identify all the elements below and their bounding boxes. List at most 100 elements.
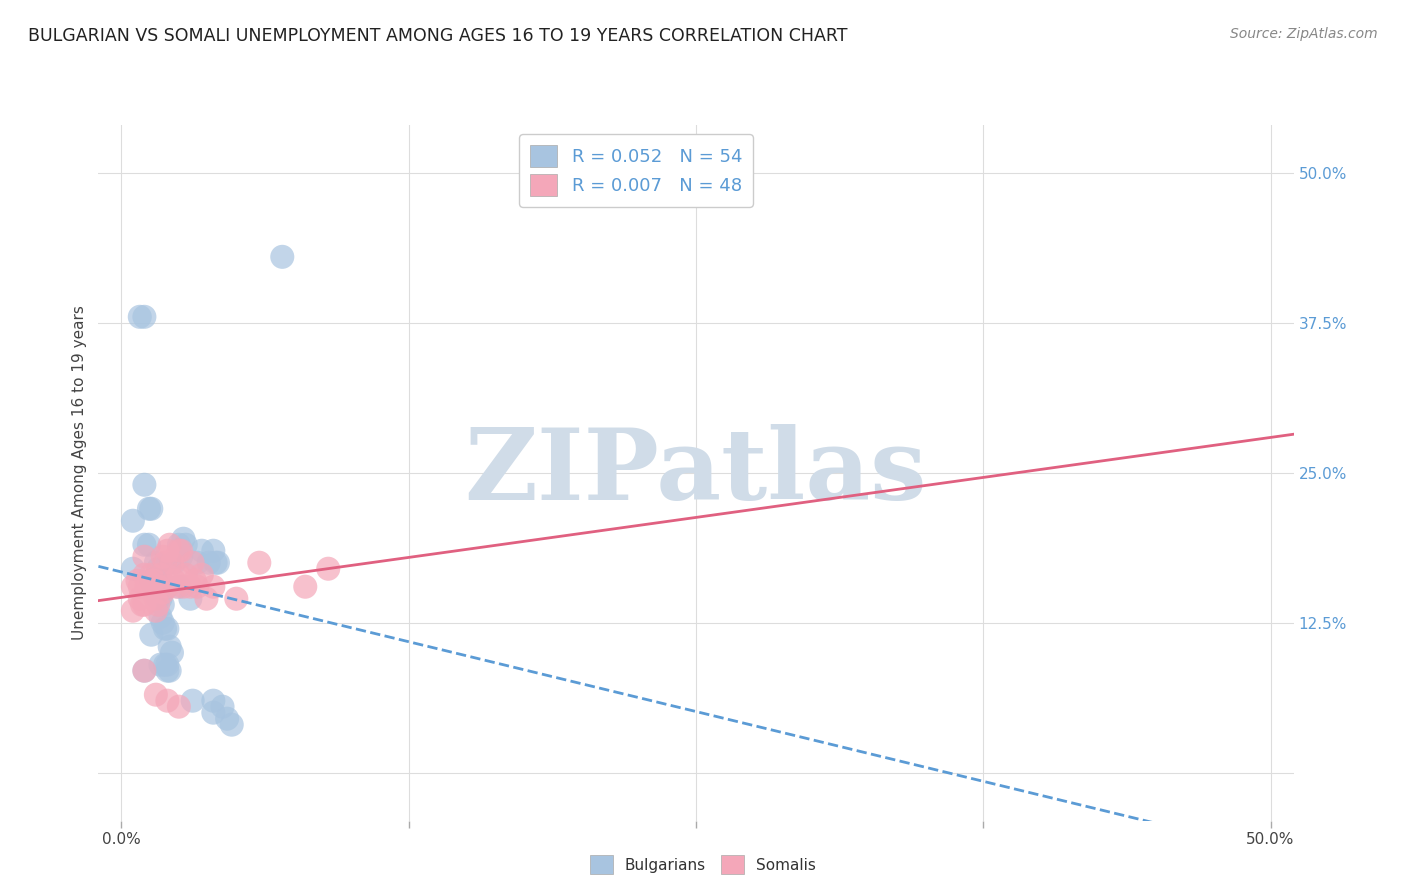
- Point: [179, 591, 201, 606]
- Point: [156, 694, 179, 708]
- Point: [167, 580, 190, 594]
- Point: [195, 591, 218, 606]
- Point: [149, 657, 172, 672]
- Point: [141, 628, 163, 642]
- Point: [160, 646, 183, 660]
- Point: [152, 598, 174, 612]
- Point: [148, 591, 170, 606]
- Text: Source: ZipAtlas.com: Source: ZipAtlas.com: [1230, 27, 1378, 41]
- Point: [202, 706, 225, 720]
- Point: [134, 567, 156, 582]
- Text: ZIPatlas: ZIPatlas: [465, 425, 927, 521]
- Point: [148, 598, 170, 612]
- Point: [247, 556, 270, 570]
- Point: [186, 556, 208, 570]
- Point: [148, 562, 170, 576]
- Point: [225, 591, 247, 606]
- Point: [138, 574, 160, 588]
- Point: [211, 699, 233, 714]
- Point: [167, 567, 190, 582]
- Point: [149, 567, 172, 582]
- Point: [128, 310, 150, 324]
- Point: [167, 538, 190, 552]
- Point: [149, 609, 172, 624]
- Point: [181, 556, 204, 570]
- Point: [134, 538, 156, 552]
- Point: [153, 622, 176, 636]
- Point: [186, 580, 208, 594]
- Point: [207, 556, 229, 570]
- Legend: R = 0.052   N = 54, R = 0.007   N = 48: R = 0.052 N = 54, R = 0.007 N = 48: [519, 134, 754, 207]
- Point: [134, 664, 156, 678]
- Point: [145, 580, 167, 594]
- Point: [156, 543, 179, 558]
- Point: [152, 549, 174, 564]
- Point: [167, 543, 190, 558]
- Point: [134, 477, 156, 491]
- Point: [153, 657, 176, 672]
- Point: [166, 580, 188, 594]
- Point: [163, 556, 186, 570]
- Point: [217, 712, 239, 726]
- Point: [316, 562, 339, 576]
- Point: [134, 598, 156, 612]
- Point: [128, 591, 150, 606]
- Point: [122, 580, 145, 594]
- Point: [191, 543, 214, 558]
- Point: [152, 615, 174, 630]
- Point: [184, 574, 207, 588]
- Point: [221, 717, 243, 731]
- Point: [145, 591, 167, 606]
- Point: [128, 580, 150, 594]
- Point: [145, 574, 167, 588]
- Point: [122, 604, 145, 618]
- Point: [156, 580, 179, 594]
- Point: [181, 694, 204, 708]
- Point: [174, 567, 197, 582]
- Point: [152, 580, 174, 594]
- Point: [174, 538, 197, 552]
- Point: [141, 567, 163, 582]
- Point: [134, 549, 156, 564]
- Point: [149, 591, 172, 606]
- Point: [156, 622, 179, 636]
- Point: [149, 574, 172, 588]
- Point: [271, 250, 294, 264]
- Point: [141, 574, 163, 588]
- Point: [160, 556, 183, 570]
- Point: [141, 580, 163, 594]
- Point: [135, 580, 157, 594]
- Point: [145, 688, 167, 702]
- Point: [204, 556, 226, 570]
- Point: [202, 580, 225, 594]
- Y-axis label: Unemployment Among Ages 16 to 19 years: Unemployment Among Ages 16 to 19 years: [72, 305, 87, 640]
- Point: [145, 604, 167, 618]
- Point: [134, 310, 156, 324]
- Point: [170, 549, 193, 564]
- Point: [159, 640, 181, 654]
- Point: [172, 532, 194, 546]
- Point: [145, 556, 167, 570]
- Point: [179, 580, 201, 594]
- Point: [156, 664, 179, 678]
- Point: [142, 574, 165, 588]
- Point: [163, 574, 186, 588]
- Point: [148, 580, 170, 594]
- Point: [138, 538, 160, 552]
- Point: [156, 580, 179, 594]
- Legend: Bulgarians, Somalis: Bulgarians, Somalis: [583, 849, 823, 880]
- Point: [156, 657, 179, 672]
- Point: [170, 543, 193, 558]
- Point: [127, 574, 149, 588]
- Point: [142, 580, 165, 594]
- Point: [153, 556, 176, 570]
- Point: [138, 501, 160, 516]
- Point: [172, 580, 194, 594]
- Point: [167, 699, 190, 714]
- Point: [159, 538, 181, 552]
- Point: [141, 501, 163, 516]
- Point: [294, 580, 316, 594]
- Point: [202, 543, 225, 558]
- Point: [131, 598, 153, 612]
- Point: [159, 664, 181, 678]
